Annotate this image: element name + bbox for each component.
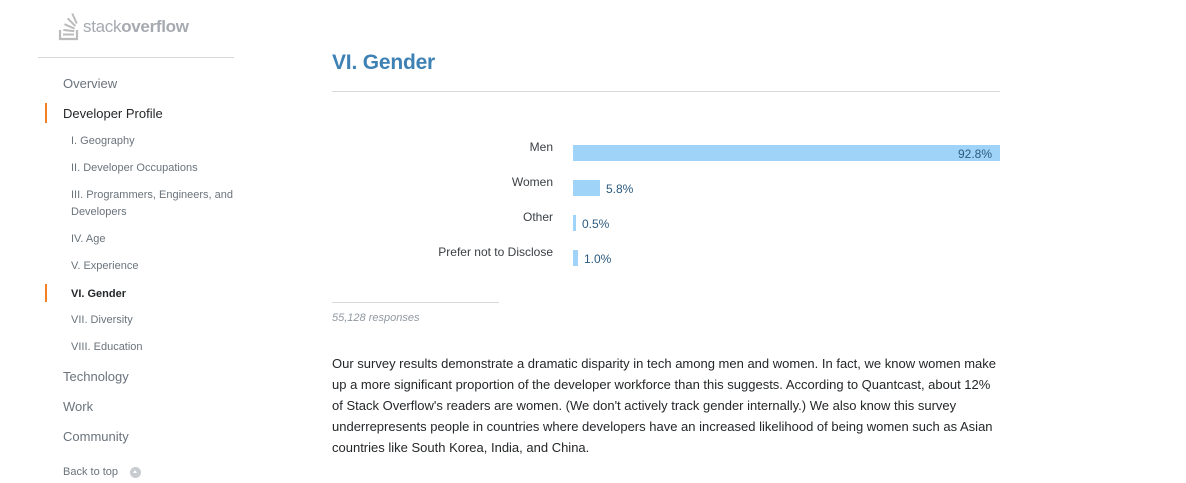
nav-age[interactable]: IV. Age	[71, 233, 106, 245]
value-label: 5.8%	[606, 182, 634, 196]
chart-bar	[573, 145, 1000, 161]
nav-geography[interactable]: I. Geography	[71, 135, 135, 147]
gender-bar-chart: Men 92.8% Women 5.8% Other 0.5% Prefer not to …	[332, 130, 1000, 270]
body-paragraph: Our survey results demonstrate a dramati…	[332, 356, 997, 455]
chart-row: Prefer not to Disclose 1.0%	[332, 245, 1000, 266]
back-to-top-label: Back to top	[63, 466, 119, 478]
nav-developer-occupations[interactable]: II. Developer Occupations	[71, 162, 198, 174]
stackoverflow-logo[interactable]: stackoverflow	[58, 12, 189, 42]
nav-community[interactable]: Community	[63, 429, 129, 444]
chart-bar	[573, 215, 576, 231]
nav-experience[interactable]: V. Experience	[71, 260, 139, 272]
arrow-up-icon	[130, 466, 142, 478]
responses-divider	[332, 302, 499, 303]
chart-bar	[573, 180, 600, 196]
nav-developer-profile[interactable]: Developer Profile	[63, 106, 163, 121]
chart-row: Women 5.8%	[332, 175, 1000, 196]
value-label: 1.0%	[584, 252, 612, 266]
nav-work[interactable]: Work	[63, 399, 94, 414]
nav-diversity[interactable]: VII. Diversity	[71, 314, 133, 326]
category-label: Other	[522, 210, 553, 224]
category-label: Prefer not to Disclose	[438, 245, 553, 259]
nav-overview[interactable]: Overview	[63, 76, 118, 91]
value-label: 92.8%	[958, 147, 993, 161]
back-to-top-link[interactable]: Back to top	[63, 466, 142, 478]
nav-programmers-engineers-developers[interactable]: III. Programmers, Engineers, and Develop…	[71, 189, 234, 218]
value-label: 0.5%	[582, 217, 610, 231]
sidebar: stackoverflow Overview Developer Profile…	[38, 0, 238, 483]
logo-wordmark: stackoverflow	[83, 17, 189, 37]
logo-divider	[38, 57, 234, 58]
title-divider	[332, 91, 1000, 92]
category-label: Men	[529, 140, 553, 154]
chart-row: Men 92.8%	[332, 140, 1000, 161]
stack-logo-icon	[58, 13, 79, 41]
nav-education[interactable]: VIII. Education	[71, 341, 143, 353]
nav-gender[interactable]: VI. Gender	[71, 288, 127, 300]
chart-bar	[573, 250, 578, 266]
category-label: Women	[511, 175, 553, 189]
chart-row: Other 0.5%	[332, 210, 1000, 231]
logo-light-text: stack	[83, 17, 122, 36]
logo-bold-text: overflow	[121, 17, 189, 36]
response-count: 55,128 responses	[332, 312, 420, 324]
page-title: VI. Gender	[332, 51, 436, 74]
active-section-marker	[45, 103, 47, 123]
active-subsection-marker	[45, 284, 47, 302]
nav-technology[interactable]: Technology	[63, 369, 129, 384]
